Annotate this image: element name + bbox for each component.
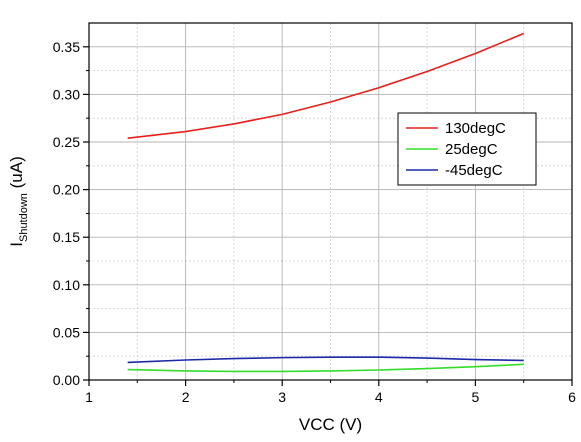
- legend-label: 25degC: [445, 141, 498, 158]
- y-tick-label: 0.35: [53, 39, 80, 55]
- series-line-45degc: [127, 356, 524, 364]
- legend-label: -45degC: [445, 162, 503, 179]
- series-lines: [127, 32, 525, 373]
- series-line-25degc: [127, 363, 524, 373]
- ticks: [83, 46, 573, 386]
- x-tick-label: 2: [182, 389, 190, 405]
- x-tick-labels: 1 2 3 4 5 6: [85, 389, 576, 405]
- y-tick-label: 0.05: [53, 324, 80, 340]
- y-tick-labels: 0.00 0.05 0.10 0.15 0.20 0.25 0.30 0.35: [53, 39, 80, 388]
- y-axis-title-main: I: [7, 242, 26, 247]
- x-tick-label: 4: [375, 389, 383, 405]
- x-axis-title: VCC (V): [299, 415, 362, 434]
- y-tick-label: 0.00: [53, 372, 80, 388]
- x-tick-label: 5: [472, 389, 480, 405]
- y-tick-label: 0.30: [53, 86, 80, 102]
- y-axis-title-unit: (uA): [7, 156, 26, 193]
- legend-entries: 130degC 25degC -45degC: [406, 120, 506, 179]
- x-tick-label: 6: [568, 389, 576, 405]
- y-tick-label: 0.15: [53, 229, 80, 245]
- y-tick-label: 0.20: [53, 182, 80, 198]
- y-axis-title-subscript: Shutdown: [18, 193, 30, 242]
- x-tick-label: 3: [278, 389, 286, 405]
- series-line-130degc: [127, 32, 525, 139]
- y-tick-label: 0.25: [53, 134, 80, 150]
- x-tick-label: 1: [85, 389, 93, 405]
- y-axis-title: IShutdown (uA): [7, 156, 30, 247]
- legend-label: 130degC: [445, 120, 506, 137]
- legend: 130degC 25degC -45degC: [397, 112, 537, 186]
- y-tick-label: 0.10: [53, 277, 80, 293]
